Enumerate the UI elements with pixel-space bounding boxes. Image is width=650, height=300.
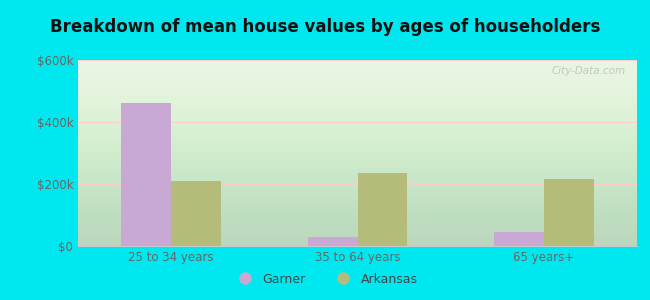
Bar [171, 181, 221, 246]
Bar [122, 103, 171, 246]
Bar [308, 237, 358, 246]
Text: Breakdown of mean house values by ages of householders: Breakdown of mean house values by ages o… [50, 18, 600, 36]
Bar [494, 232, 544, 246]
Text: City-Data.com: City-Data.com [552, 66, 626, 76]
Bar [358, 173, 407, 246]
Bar [544, 179, 593, 246]
Legend: Garner, Arkansas: Garner, Arkansas [227, 268, 422, 291]
